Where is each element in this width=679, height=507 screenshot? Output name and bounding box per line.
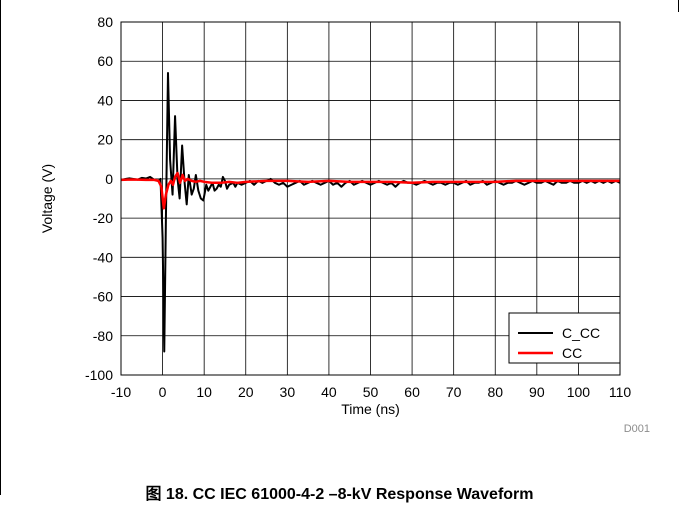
y-tick-label: 40 xyxy=(97,92,113,108)
figure-caption: 图 18. CC IEC 61000-4-2 –8-kV Response Wa… xyxy=(145,486,534,503)
x-tick-label: 30 xyxy=(280,384,296,400)
x-tick-label: 100 xyxy=(567,384,591,400)
x-tick-label: 110 xyxy=(609,384,632,400)
y-tick-label: -80 xyxy=(93,328,113,344)
frame-left-border xyxy=(0,0,1,495)
y-tick-label: -100 xyxy=(85,367,113,383)
series-line-cc xyxy=(120,171,620,210)
chart-code-label: D001 xyxy=(624,423,650,435)
series-line-c-cc xyxy=(120,71,621,353)
y-tick-label: -20 xyxy=(93,210,113,226)
x-tick-label: 20 xyxy=(238,384,254,400)
x-tick-label: 70 xyxy=(446,384,462,400)
x-tick-label: 60 xyxy=(404,384,420,400)
y-tick-label: 20 xyxy=(97,132,113,148)
x-tick-label: -10 xyxy=(111,384,131,400)
plot-area-border xyxy=(120,21,621,376)
legend-label-c-cc: C_CC xyxy=(562,325,600,341)
x-tick-label: 90 xyxy=(529,384,545,400)
x-tick-label: 10 xyxy=(196,384,212,400)
x-tick-label: 40 xyxy=(321,384,337,400)
y-tick-label: -60 xyxy=(93,289,113,305)
y-axis-label: Voltage (V) xyxy=(39,164,55,233)
series-lines xyxy=(120,71,621,353)
x-tick-labels: -10 0 10 20 30 40 50 60 70 80 90 100 110 xyxy=(111,384,631,400)
y-tick-labels: 80 60 40 20 0 -20 -40 -60 -80 -100 xyxy=(85,14,113,383)
legend-label-cc: CC xyxy=(562,345,582,361)
y-tick-label: 80 xyxy=(97,14,113,30)
x-tick-label: 80 xyxy=(487,384,503,400)
y-tick-label: 60 xyxy=(97,53,113,69)
chart: -10 0 10 20 30 40 50 60 70 80 90 100 110 806040200-2… xyxy=(39,14,650,435)
legend: C_CC CC xyxy=(508,312,621,364)
legend-box xyxy=(508,312,621,364)
x-axis-label: Time (ns) xyxy=(341,401,400,417)
x-tick-label: 50 xyxy=(363,384,379,400)
y-tick-label: -40 xyxy=(93,249,113,265)
x-tick-label: 0 xyxy=(159,384,167,400)
y-tick-label: 0 xyxy=(105,171,113,187)
